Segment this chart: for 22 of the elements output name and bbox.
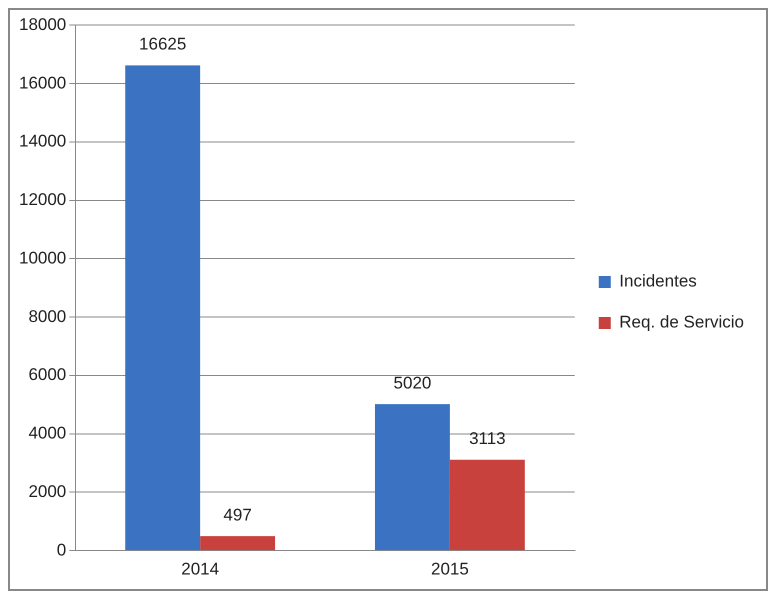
bar [374, 404, 450, 550]
y-tick-label: 10000 [18, 248, 66, 268]
y-tick-label: 14000 [18, 132, 66, 151]
x-tick-label: 2015 [430, 559, 469, 578]
y-tick-label: 0 [56, 540, 66, 560]
y-tick-label: 2000 [28, 482, 66, 501]
x-tick-label: 2014 [181, 559, 220, 578]
bar [125, 65, 200, 550]
data-label: 16625 [139, 34, 186, 54]
legend-label: Req. de Servicio [619, 312, 744, 332]
legend-label: Incidentes [619, 272, 697, 291]
y-tick-label: 18000 [18, 14, 66, 34]
y-tick-label: 8000 [28, 306, 66, 326]
y-tick-label: 4000 [28, 424, 66, 443]
data-label: 497 [223, 505, 252, 524]
data-label: 3113 [469, 428, 506, 448]
y-tick-label: 6000 [28, 365, 66, 384]
data-label: 5020 [394, 373, 432, 392]
y-tick-label: 12000 [18, 190, 66, 210]
bar [200, 536, 276, 550]
y-tick-label: 16000 [18, 73, 66, 92]
bar [450, 460, 525, 550]
